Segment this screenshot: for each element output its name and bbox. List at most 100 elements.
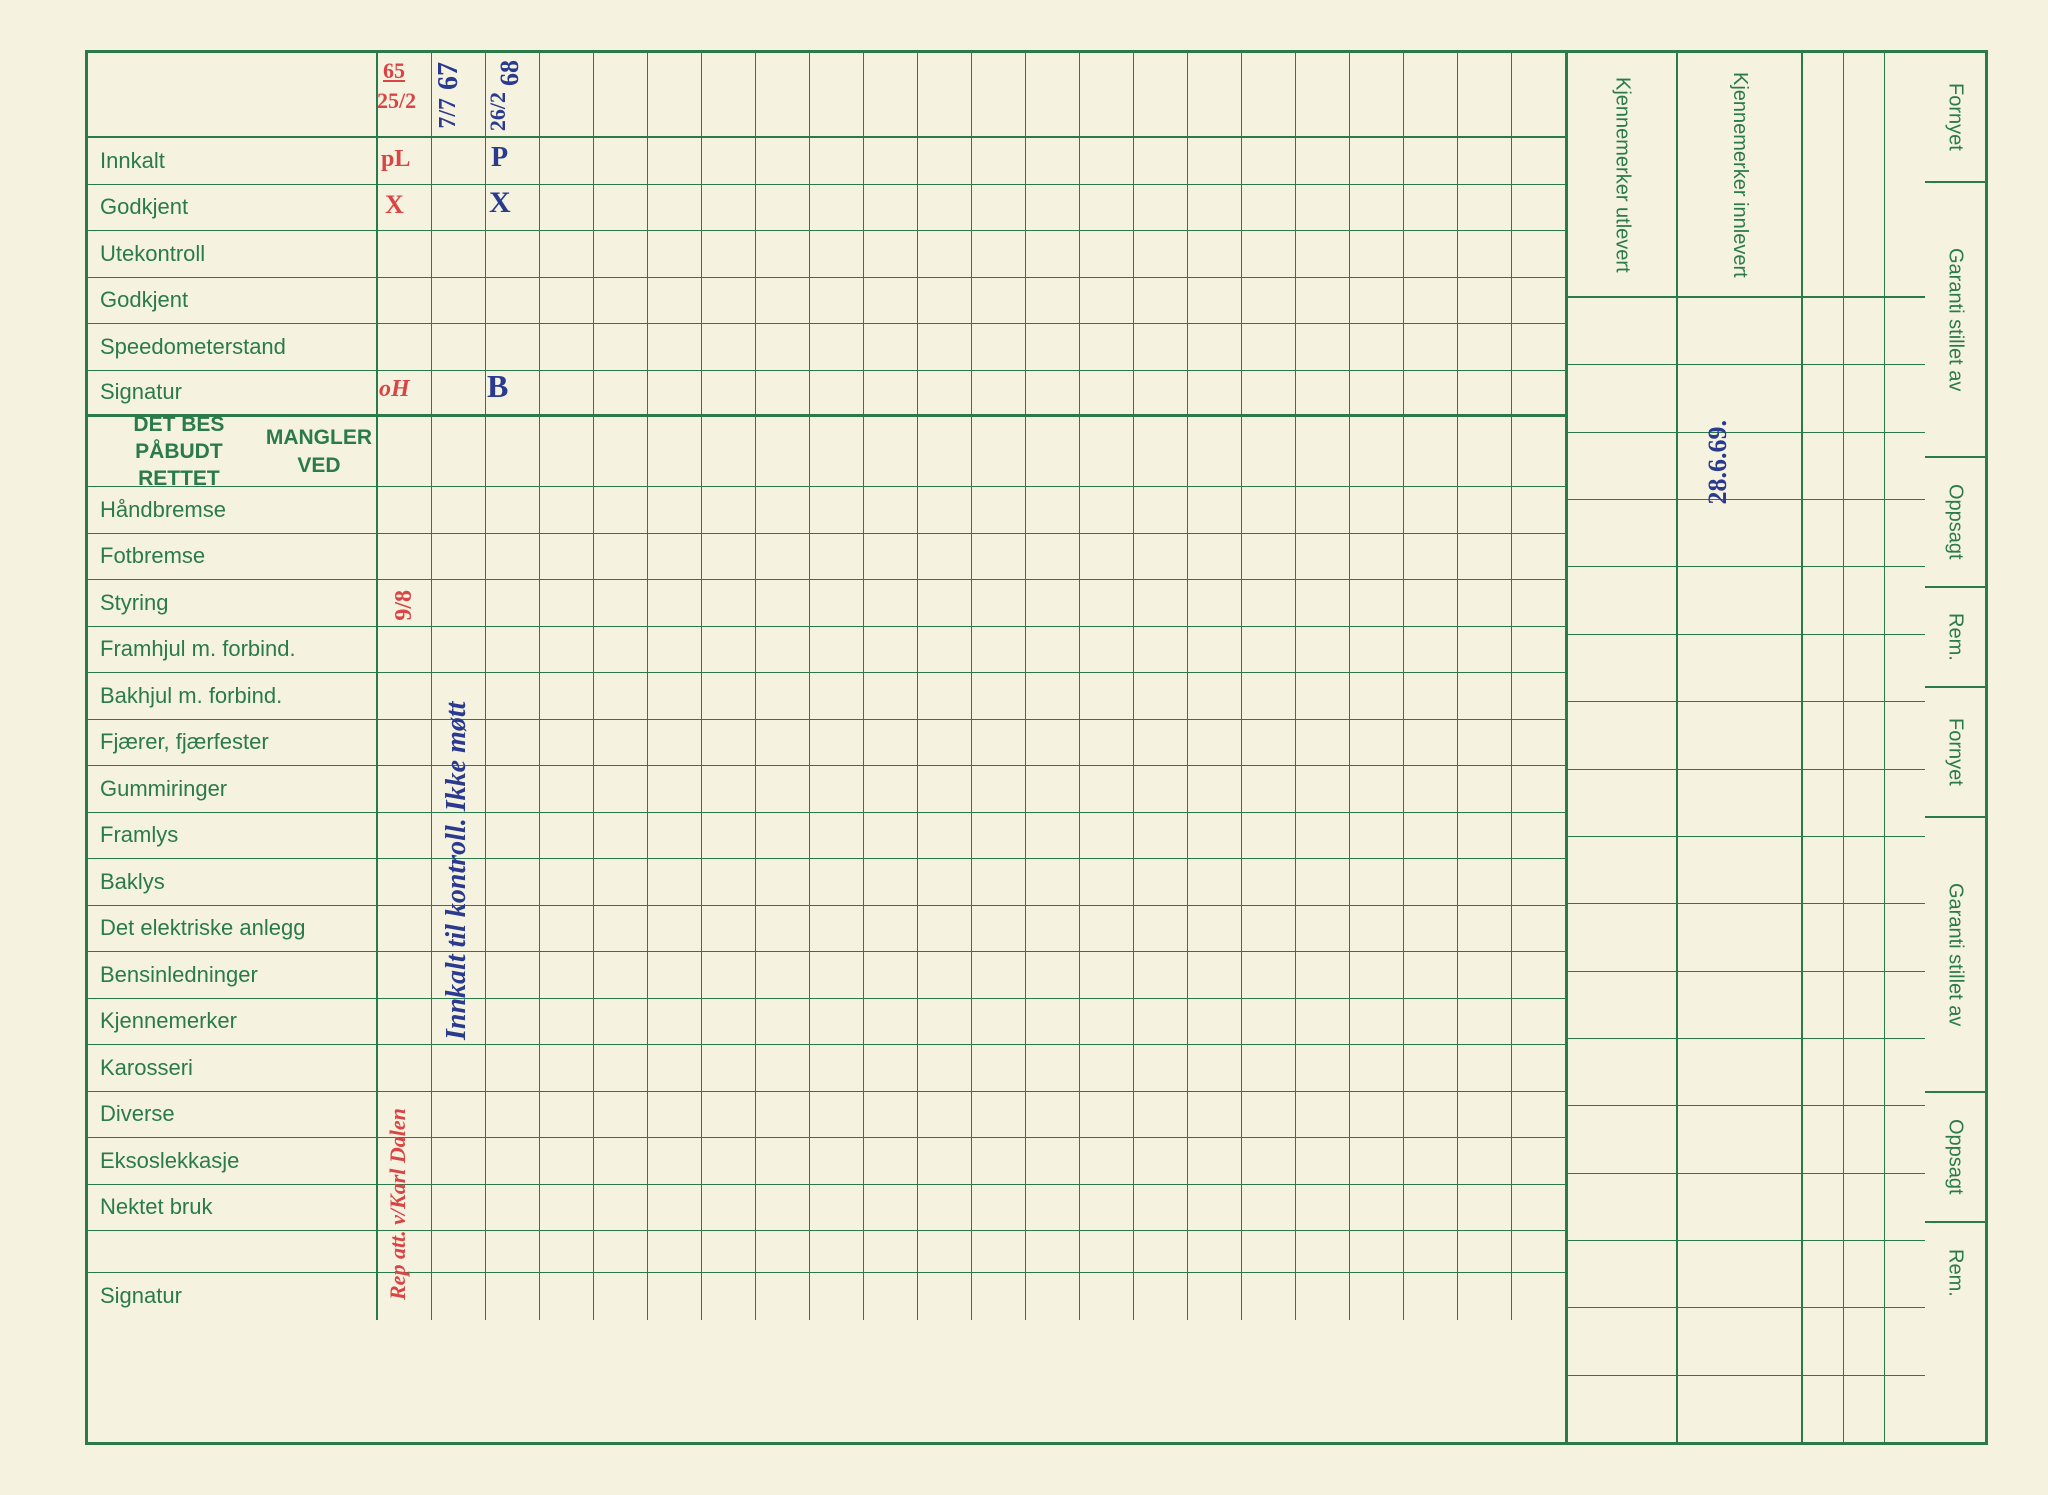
right-cell [1568, 972, 1676, 1039]
cell [702, 534, 756, 580]
cell [1350, 859, 1404, 905]
cell [1026, 324, 1080, 370]
row-label: Håndbremse [88, 487, 378, 533]
grid-row [1803, 1308, 1926, 1375]
cell [1188, 1092, 1242, 1138]
cell [1512, 952, 1565, 998]
cell [1242, 766, 1296, 812]
cell [972, 720, 1026, 766]
cell [1458, 371, 1512, 415]
cell [1458, 999, 1512, 1045]
cell [810, 534, 864, 580]
cell [972, 53, 1026, 136]
cell [1026, 952, 1080, 998]
grid-row [1803, 1106, 1926, 1173]
cell [918, 580, 972, 626]
cell [972, 417, 1026, 486]
row-innkalt: Innkalt [88, 138, 1565, 185]
cell [810, 952, 864, 998]
right-cell [1678, 500, 1801, 567]
cell [1080, 1045, 1134, 1091]
cell [432, 1185, 486, 1231]
grid-cell [1844, 972, 1885, 1038]
cell [702, 231, 756, 277]
cell [432, 417, 486, 486]
row-signatur: Signatur [88, 371, 1565, 418]
cell [432, 813, 486, 859]
grid-cell [1885, 1106, 1925, 1172]
cell [756, 1273, 810, 1320]
cell [432, 859, 486, 905]
cell [594, 859, 648, 905]
cell [756, 952, 810, 998]
grid-cell [1885, 635, 1925, 701]
cell [1242, 185, 1296, 231]
grid-cell [1803, 433, 1844, 499]
grid-cell [1885, 433, 1925, 499]
grid-cell [1844, 635, 1885, 701]
grid-cell [1844, 433, 1885, 499]
cell [1296, 138, 1350, 184]
cell [810, 1231, 864, 1272]
cell [540, 1045, 594, 1091]
cell [1458, 627, 1512, 673]
row-label: Signatur [88, 371, 378, 415]
cell [1512, 813, 1565, 859]
cell [918, 487, 972, 533]
cell [540, 1092, 594, 1138]
grid-cell [1844, 365, 1885, 431]
cell [486, 906, 540, 952]
cell [1512, 1138, 1565, 1184]
cell [1296, 1092, 1350, 1138]
cell [1404, 1092, 1458, 1138]
cell [1242, 278, 1296, 324]
cell [1350, 720, 1404, 766]
grid-row [1803, 837, 1926, 904]
cell [1296, 859, 1350, 905]
cell [648, 324, 702, 370]
cell [1134, 999, 1188, 1045]
cell [756, 138, 810, 184]
cell [756, 906, 810, 952]
cell [648, 185, 702, 231]
cell [972, 324, 1026, 370]
cell [1188, 534, 1242, 580]
cell [378, 813, 432, 859]
cell [1350, 1138, 1404, 1184]
cell [1026, 53, 1080, 136]
cell [972, 1138, 1026, 1184]
cell [1188, 627, 1242, 673]
row-cells [378, 1045, 1565, 1091]
cell [1296, 1185, 1350, 1231]
cell [864, 813, 918, 859]
cell [1080, 1273, 1134, 1320]
cell [378, 906, 432, 952]
cell [1350, 53, 1404, 136]
cell [1404, 487, 1458, 533]
cell [756, 1138, 810, 1184]
cell [540, 487, 594, 533]
cell [1296, 487, 1350, 533]
grid-row [1803, 635, 1926, 702]
cell [1242, 371, 1296, 415]
cell [1242, 417, 1296, 486]
grid-row [1803, 770, 1926, 837]
cell [1350, 371, 1404, 415]
cell [1458, 324, 1512, 370]
cell [810, 813, 864, 859]
cell [1026, 1273, 1080, 1320]
cell [1242, 999, 1296, 1045]
cell [540, 231, 594, 277]
cell [756, 627, 810, 673]
cell [1080, 185, 1134, 231]
cell [1350, 534, 1404, 580]
cell [1458, 1185, 1512, 1231]
cell [1296, 999, 1350, 1045]
cell [1458, 720, 1512, 766]
cell [1026, 859, 1080, 905]
cell [702, 53, 756, 136]
cell [540, 627, 594, 673]
cell [864, 138, 918, 184]
cell [1026, 627, 1080, 673]
cell [864, 185, 918, 231]
